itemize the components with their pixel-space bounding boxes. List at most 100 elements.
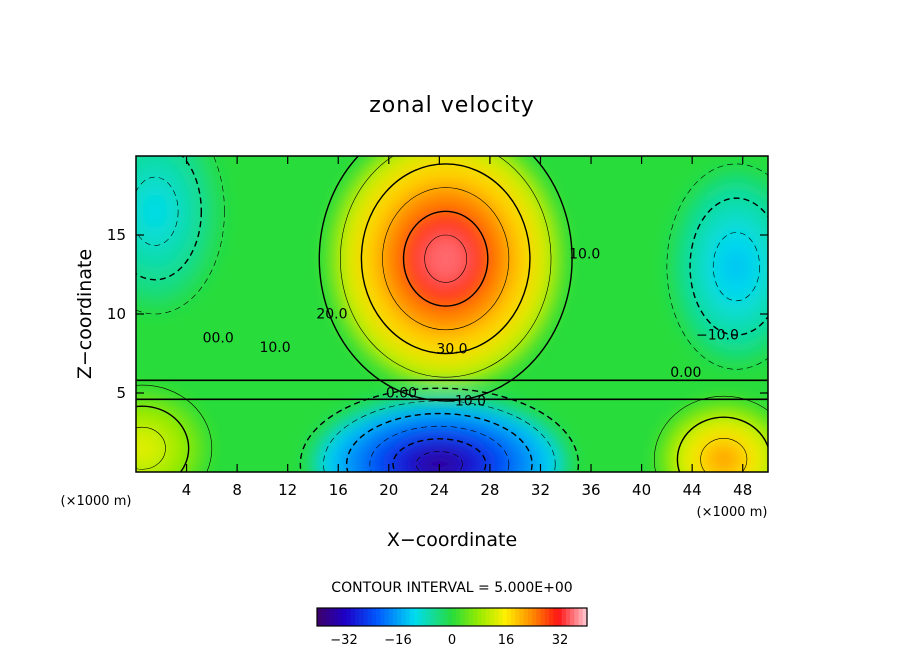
colorbar-swatch [540,608,546,626]
contour-line [136,156,225,315]
contour-line [402,210,489,307]
contour-line [666,163,768,370]
field-blob [136,437,155,460]
contour-line [323,400,556,472]
colorbar-swatch [460,608,466,626]
y-tick-label: 15 [107,226,126,244]
colorbar-swatch [321,608,327,626]
x-tick-label: 40 [632,481,651,499]
colorbar-tick-label: −16 [384,633,411,648]
colorbar-swatch [464,608,470,626]
colorbar-swatch [468,608,474,626]
contour-interval-text: CONTOUR INTERVAL = 5.000E+00 [331,580,572,596]
x-unit-left: (×1000 m) [61,494,132,509]
contour-line [340,156,552,378]
colorbar-tick-label: −32 [330,633,357,648]
colorbar-swatch [477,608,483,626]
contour-line [136,405,190,472]
field-blob [414,450,465,472]
contour-line [392,438,487,472]
colorbar-swatch [435,608,440,626]
contour-line [318,156,573,402]
x-tick-label: 24 [430,481,449,499]
colorbar-swatch [456,608,462,626]
colorbar-frame [316,607,588,627]
x-tick-label: 36 [581,481,600,499]
contour-label: 00.0 [203,330,234,346]
colorbar-swatch [544,608,550,626]
colorbar-swatch [367,608,373,626]
colorbar-swatch [422,608,428,626]
colorbar-tick-label: 16 [498,633,515,648]
velocity-field [136,156,768,472]
colorbar-ticks: −32 −16 0 16 32 [330,633,568,648]
colorbar-swatch [553,608,559,626]
colorbar-swatch [371,608,377,626]
y-axis-label: Z−coordinate [74,249,96,379]
x-tick-label: 12 [278,481,297,499]
colorbar-swatch [346,608,352,626]
colorbar-swatch [325,608,331,626]
x-unit-right: (×1000 m) [697,505,768,520]
colorbar-swatch [392,608,398,626]
colorbar-swatch [317,608,322,626]
colorbar-swatch [485,608,491,626]
colorbar-swatch [565,608,571,626]
x-tick-label: 16 [329,481,348,499]
contour-line [369,425,510,472]
colorbar-swatch [447,608,453,626]
contour-label: 0.00 [670,365,701,381]
contour-line [700,437,748,472]
contour-line [136,384,213,472]
colorbar-swatch [527,608,533,626]
contour-labels: 20.0 30.0 10.0 00.0 10.0 −10.0 0.00 0.00 −10.0 [203,247,739,410]
field-blob [723,247,750,286]
colorbar-swatch [574,608,580,626]
colorbar-swatch [473,608,478,626]
colorbar-swatch [333,608,339,626]
colorbar-tick-label: 32 [552,633,569,648]
contour-label: 10.0 [569,247,600,263]
colorbar-swatch [561,608,567,626]
colorbar-swatch [578,608,584,626]
y-tick-label: 10 [107,305,126,323]
contour-line [136,176,179,246]
colorbar-swatch [532,608,537,626]
x-axis-label: X−coordinate [387,529,517,551]
colorbar-swatch [443,608,449,626]
colorbar-swatch [515,608,521,626]
colorbar-swatch [397,608,402,626]
y-tick-label: 5 [116,384,126,402]
colorbar-swatch [376,608,381,626]
colorbar-swatch [359,608,365,626]
colorbar-swatch [519,608,525,626]
field-blob [711,448,737,471]
x-tick-label: 48 [733,481,752,499]
colorbar-swatch [342,608,348,626]
contour-label: −10.0 [443,394,486,410]
x-tick-label: 32 [531,481,550,499]
colorbar-swatch [418,608,424,626]
colorbar-swatch [405,608,411,626]
contour-line [136,156,202,281]
colorbar-swatch [414,608,419,626]
contour-line [424,234,468,283]
colorbar-swatch [409,608,415,626]
colorbar-swatch [549,608,554,626]
colorbar-swatch [363,608,369,626]
chart-title: zonal velocity [369,93,535,118]
colorbar-swatch [329,608,335,626]
contour-line [653,395,768,472]
colorbar-swatch [506,608,512,626]
contour-line [689,197,768,336]
contour-line [345,412,533,472]
colorbar-swatch [350,608,356,626]
field-blob [422,233,469,284]
contour-lines [136,156,768,472]
x-tick-label: 20 [379,481,398,499]
x-tick-label: 4 [182,481,192,499]
colorbar-swatch [502,608,508,626]
contour-label: 10.0 [259,340,290,356]
